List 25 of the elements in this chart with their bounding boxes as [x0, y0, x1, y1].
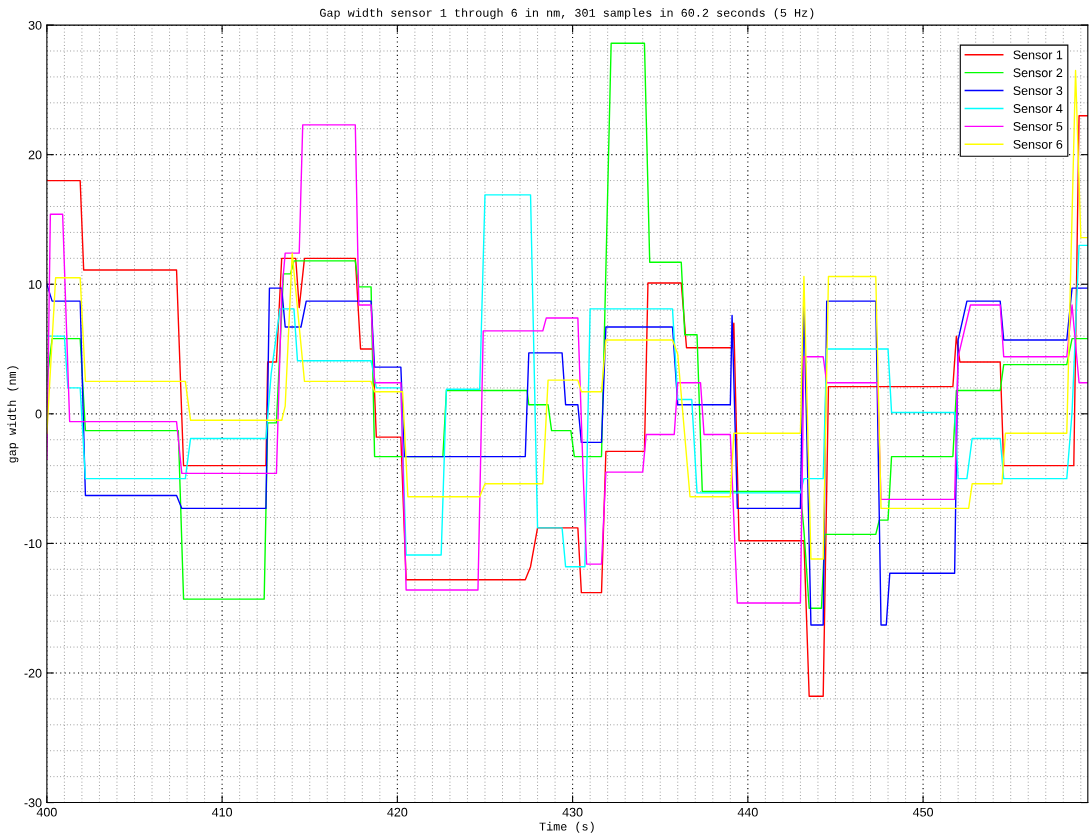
legend-label: Sensor 6 — [1013, 139, 1063, 149]
chart-title: Gap width sensor 1 through 6 in nm, 301 samples in 60.2 seconds (5 Hz) — [320, 8, 814, 20]
x-tick-label: 420 — [387, 807, 408, 817]
y-tick-label: -10 — [24, 539, 42, 549]
y-tick-label: 30 — [28, 20, 42, 30]
y-tick-label: 20 — [28, 150, 42, 160]
x-tick-label: 450 — [912, 807, 934, 817]
x-tick-label: 430 — [562, 807, 583, 817]
y-axis-title: gap width (nm) — [7, 366, 19, 463]
line-series — [46, 124, 1088, 604]
legend-label: Sensor 1 — [1013, 50, 1063, 60]
line-series — [46, 115, 1088, 697]
legend-label: Sensor 5 — [1013, 122, 1063, 131]
x-tick-label: 400 — [36, 807, 57, 817]
x-tick-label: 440 — [737, 807, 758, 817]
line-series — [46, 194, 1088, 568]
y-tick-label: -30 — [24, 798, 42, 808]
y-tick-label: -20 — [24, 668, 42, 678]
y-tick-label: 10 — [29, 280, 42, 289]
legend-label: Sensor 4 — [1013, 104, 1063, 113]
x-axis-title: Time (s) — [539, 821, 594, 833]
legend-label: Sensor 2 — [1013, 68, 1063, 78]
y-tick-label: 0 — [35, 409, 42, 419]
legend-label: Sensor 3 — [1013, 86, 1063, 96]
x-tick-label: 410 — [211, 807, 233, 817]
